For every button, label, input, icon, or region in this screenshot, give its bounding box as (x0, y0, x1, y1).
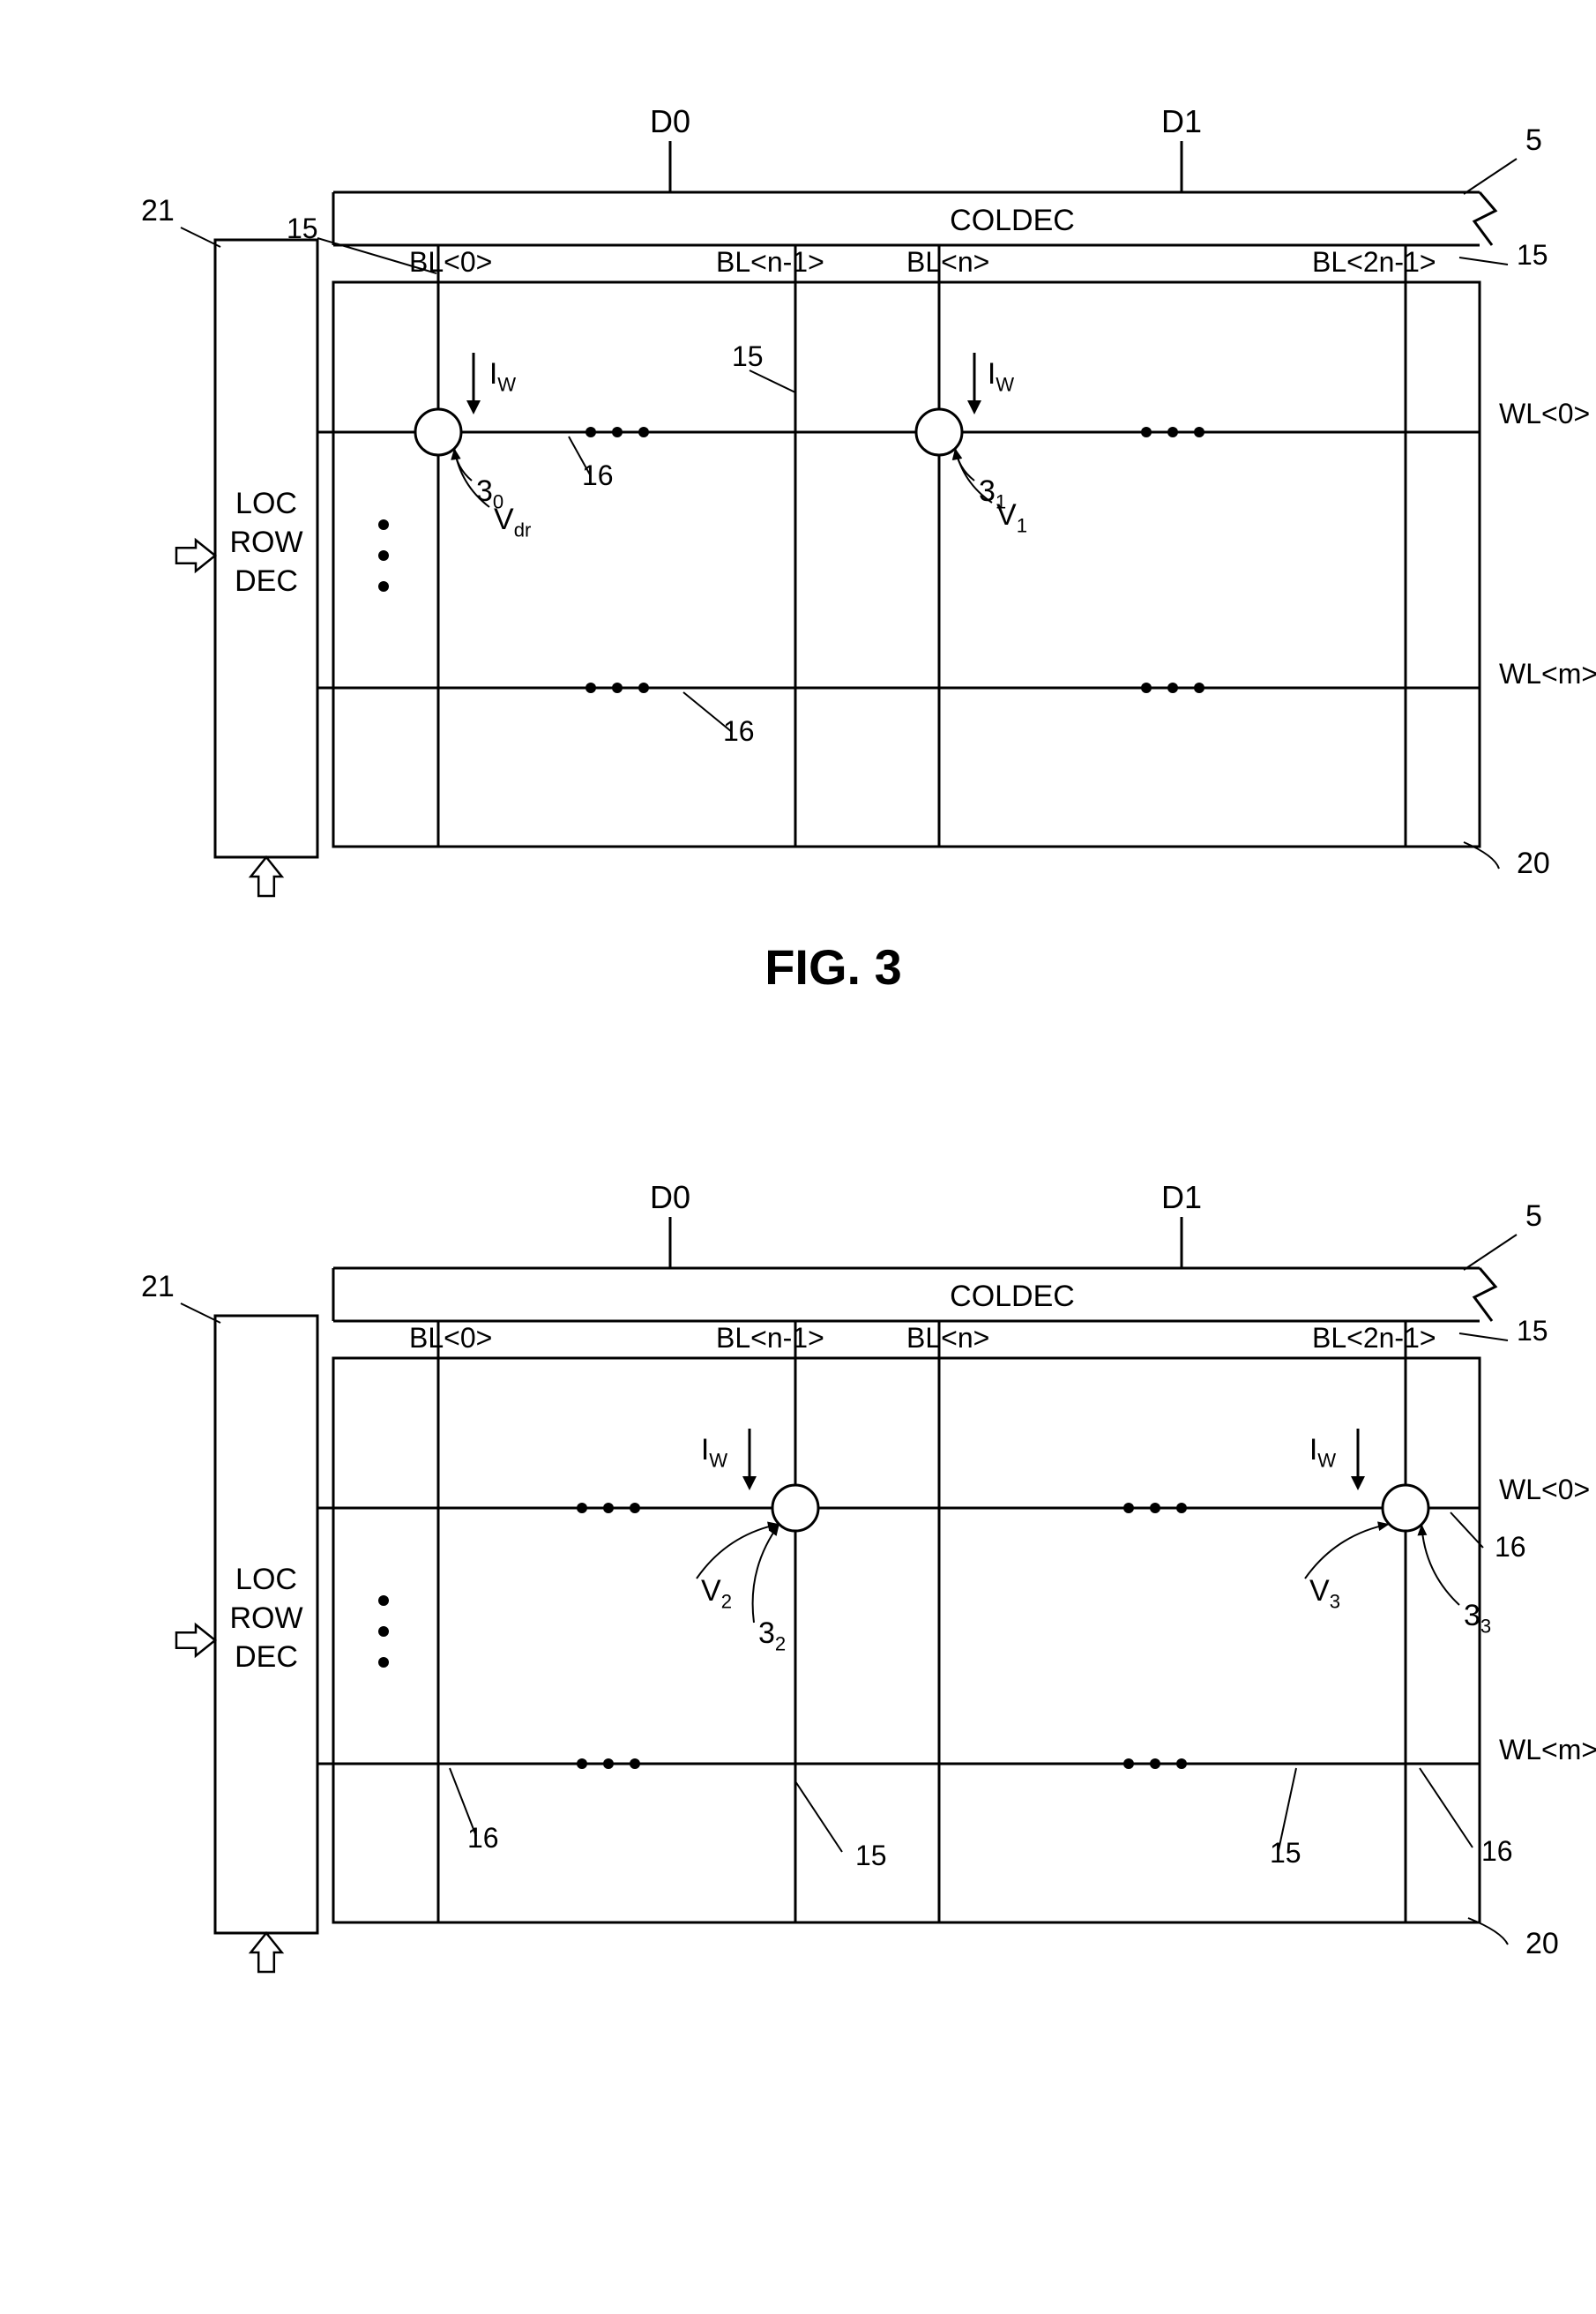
svg-text:FIG. 3: FIG. 3 (764, 939, 902, 995)
svg-text:IW: IW (701, 1433, 727, 1472)
svg-text:16: 16 (1481, 1835, 1513, 1867)
svg-text:IW: IW (988, 357, 1014, 396)
svg-text:21: 21 (141, 194, 175, 228)
svg-text:BL<n-1>: BL<n-1> (716, 1322, 824, 1354)
svg-text:ROW: ROW (229, 526, 302, 559)
svg-text:20: 20 (1525, 1927, 1559, 1960)
svg-text:15: 15 (1270, 1837, 1301, 1869)
svg-text:IW: IW (1309, 1433, 1336, 1472)
svg-text:BL<n>: BL<n> (906, 246, 989, 278)
svg-text:15: 15 (1517, 239, 1548, 271)
svg-text:BL<2n-1>: BL<2n-1> (1312, 1322, 1436, 1354)
svg-text:5: 5 (1525, 1199, 1542, 1233)
svg-text:IW: IW (489, 357, 516, 396)
svg-text:D0: D0 (650, 103, 690, 139)
svg-text:BL<2n-1>: BL<2n-1> (1312, 246, 1436, 278)
svg-text:D1: D1 (1161, 1179, 1202, 1215)
svg-text:Vdr: Vdr (494, 503, 531, 541)
svg-text:15: 15 (287, 213, 318, 244)
svg-text:BL<0>: BL<0> (409, 246, 492, 278)
fig4: LOC ROW DEC 21 COLDEC 5 D0 D1 20 BL<0> BL<n-1> BL<n… (141, 1179, 1596, 2279)
svg-text:16: 16 (582, 459, 614, 491)
svg-text:V1: V1 (996, 498, 1027, 537)
svg-text:16: 16 (1495, 1531, 1526, 1563)
svg-text:BL<n-1>: BL<n-1> (716, 246, 824, 278)
svg-text:5: 5 (1525, 123, 1542, 157)
svg-text:16: 16 (723, 715, 755, 747)
svg-text:15: 15 (732, 340, 764, 372)
svg-text:BL<n>: BL<n> (906, 1322, 989, 1354)
svg-text:32: 32 (758, 1616, 786, 1655)
svg-text:20: 20 (1517, 847, 1550, 880)
svg-text:COLDEC: COLDEC (950, 1280, 1075, 1313)
svg-text:DEC: DEC (235, 1640, 298, 1674)
diagram-canvas: LOC ROW DEC 21 COLDEC 5 D0 D1 20 BL<0> BL<n-1> BL<n… (35, 35, 1596, 2279)
svg-text:15: 15 (1517, 1315, 1548, 1347)
svg-text:D0: D0 (650, 1179, 690, 1215)
svg-text:V2: V2 (701, 1574, 732, 1613)
svg-text:D1: D1 (1161, 103, 1202, 139)
svg-text:DEC: DEC (235, 564, 298, 598)
svg-text:LOC: LOC (235, 1563, 297, 1596)
svg-text:BL<0>: BL<0> (409, 1322, 492, 1354)
svg-text:COLDEC: COLDEC (950, 204, 1075, 237)
svg-text:15: 15 (855, 1840, 887, 1871)
svg-text:33: 33 (1464, 1599, 1491, 1638)
svg-text:WL<m>: WL<m> (1499, 658, 1596, 690)
svg-text:WL<0>: WL<0> (1499, 398, 1590, 429)
svg-text:WL<m>: WL<m> (1499, 1734, 1596, 1765)
svg-text:WL<0>: WL<0> (1499, 1474, 1590, 1505)
svg-text:21: 21 (141, 1270, 175, 1303)
fig3: LOC ROW DEC 21 COLDEC 5 D0 D1 20 BL<0> BL<n-1> BL<n… (141, 103, 1596, 995)
svg-text:ROW: ROW (229, 1601, 302, 1635)
svg-text:LOC: LOC (235, 487, 297, 520)
svg-text:V3: V3 (1309, 1574, 1340, 1613)
